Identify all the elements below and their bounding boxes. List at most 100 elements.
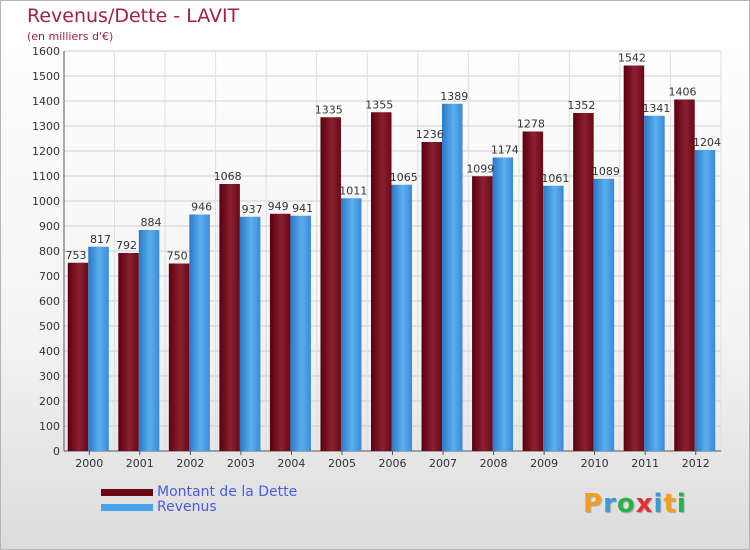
data-label: 949 (268, 200, 289, 213)
data-label: 1011 (339, 184, 367, 197)
bar-dette (269, 213, 291, 451)
legend-swatch-dette (101, 489, 153, 496)
data-label: 750 (167, 250, 188, 263)
axes: 0 100 200 300 400 500 600 700 800 900 1000 1100 1200… (32, 45, 721, 470)
logo-letter: P (583, 489, 604, 519)
data-label: 1174 (491, 144, 519, 157)
x-tick-label: 2002 (176, 457, 204, 470)
y-tick-label: 500 (39, 320, 60, 333)
bar-dette (168, 263, 190, 451)
data-label: 1355 (365, 98, 393, 111)
data-label: 753 (66, 249, 87, 262)
x-tick-label: 2004 (277, 457, 305, 470)
bar-revenus (138, 230, 160, 451)
bar-revenus (290, 215, 311, 451)
legend-label-revenus: Revenus (157, 499, 217, 515)
y-tick-label: 1200 (32, 145, 60, 158)
y-tick-label: 300 (39, 370, 60, 383)
data-label: 1542 (618, 52, 646, 65)
x-tick-label: 2011 (631, 457, 659, 470)
y-tick-label: 600 (39, 295, 60, 308)
bars (67, 65, 716, 451)
proxiti-logo: Proxiti (583, 489, 687, 519)
bar-revenus (543, 185, 564, 451)
y-tick-label: 1300 (32, 120, 60, 133)
bar-revenus (694, 150, 716, 451)
y-tick-label: 0 (53, 445, 60, 458)
y-tick-label: 1500 (32, 70, 60, 83)
data-label: 941 (292, 202, 313, 215)
logo-letter: i (676, 489, 687, 519)
logo-letter: t (663, 489, 677, 519)
logo-letter: x (635, 489, 654, 519)
y-tick-label: 1000 (32, 195, 60, 208)
x-tick-label: 2007 (429, 457, 457, 470)
data-label: 1352 (567, 99, 595, 112)
data-label: 817 (90, 233, 111, 246)
data-label: 1278 (517, 118, 545, 131)
x-tick-label: 2003 (227, 457, 255, 470)
data-label: 1236 (416, 128, 444, 141)
bar-revenus (88, 246, 109, 451)
y-tick-label: 1100 (32, 170, 60, 183)
legend-swatch-revenus (101, 504, 153, 511)
logo-letter: r (603, 489, 617, 519)
x-tick-label: 2001 (126, 457, 154, 470)
data-label: 1099 (466, 162, 494, 175)
y-tick-label: 200 (39, 395, 60, 408)
logo-letter: o (616, 489, 636, 519)
y-tick-label: 1600 (32, 45, 60, 58)
bar-revenus (391, 184, 412, 451)
data-label: 1089 (592, 165, 620, 178)
x-tick-label: 2006 (379, 457, 407, 470)
y-tick-label: 100 (39, 420, 60, 433)
bar-dette (573, 113, 594, 451)
x-tick-label: 2008 (480, 457, 508, 470)
bar-revenus (442, 103, 463, 451)
bar-dette (67, 262, 89, 451)
data-label: 1061 (541, 172, 569, 185)
y-tick-label: 800 (39, 245, 60, 258)
data-label: 1068 (214, 170, 242, 183)
y-tick-label: 1400 (32, 95, 60, 108)
data-label: 1065 (390, 171, 418, 184)
legend-label-dette: Montant de la Dette (157, 484, 298, 500)
logo-letter: i (653, 489, 664, 519)
bar-dette (623, 65, 645, 451)
chart-subtitle: (en milliers d'€) (27, 30, 114, 43)
data-label: 1406 (668, 86, 696, 99)
data-label: 1204 (693, 136, 721, 149)
bar-dette (421, 142, 443, 451)
bar-dette (371, 112, 392, 451)
y-tick-label: 400 (39, 345, 60, 358)
y-tick-label: 700 (39, 270, 60, 283)
bar-dette (219, 184, 240, 451)
bar-revenus (239, 216, 261, 451)
data-label: 1335 (315, 103, 343, 116)
data-label: 1341 (642, 102, 670, 115)
x-tick-label: 2000 (75, 457, 103, 470)
data-label: 792 (116, 239, 137, 252)
data-label: 1389 (440, 90, 468, 103)
x-tick-label: 2009 (530, 457, 558, 470)
bar-revenus (644, 115, 665, 451)
y-tick-label: 900 (39, 220, 60, 233)
bar-dette (320, 117, 341, 451)
bar-dette (522, 131, 544, 451)
bar-revenus (492, 157, 514, 451)
x-tick-label: 2010 (581, 457, 609, 470)
bar-revenus (340, 198, 362, 451)
data-label: 946 (191, 201, 212, 214)
chart-title: Revenus/Dette - LAVIT (27, 5, 240, 27)
data-label: 937 (242, 203, 263, 216)
bar-dette (472, 176, 493, 451)
bar-revenus (189, 214, 210, 451)
bar-revenus (593, 178, 615, 451)
x-tick-label: 2005 (328, 457, 356, 470)
bar-dette (674, 99, 695, 451)
x-tick-label: 2012 (682, 457, 710, 470)
data-label: 884 (141, 216, 162, 229)
